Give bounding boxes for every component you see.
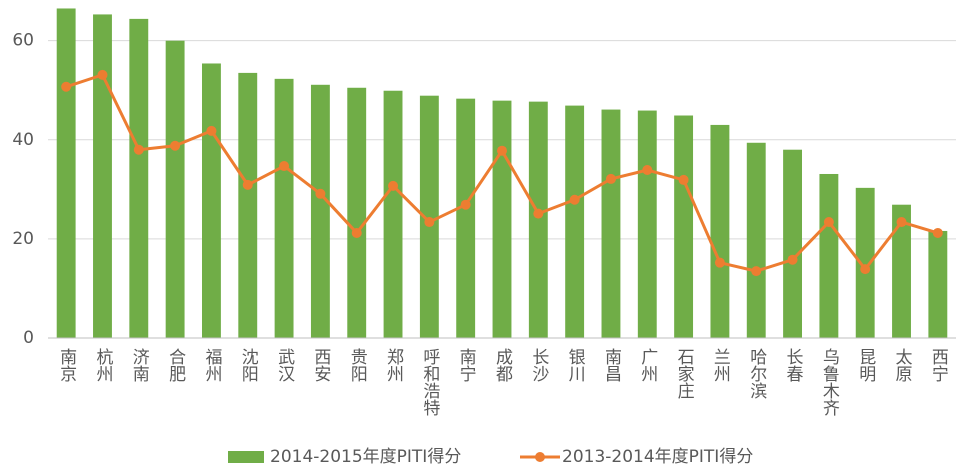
bar (383, 90, 403, 338)
x-tick-label: 贵阳 (347, 348, 368, 382)
bar (129, 18, 149, 339)
x-tick-label: 杭州 (92, 348, 113, 382)
bar (274, 78, 294, 338)
line-point (860, 264, 871, 275)
bar (419, 95, 439, 339)
bar (93, 14, 112, 338)
bar (347, 87, 367, 338)
line-point (279, 161, 290, 172)
x-tick-label: 哈尔滨 (746, 348, 767, 399)
x-tick-label: 广州 (637, 348, 658, 382)
bar (783, 149, 803, 338)
line-point (424, 217, 435, 228)
bar (637, 110, 657, 338)
line-point (751, 266, 762, 277)
x-tick-label: 南京 (56, 348, 77, 383)
x-tick-label: 乌鲁木齐 (819, 348, 840, 416)
line-point (61, 81, 72, 92)
y-tick-label: 60 (12, 31, 34, 51)
line-point (388, 180, 399, 191)
x-tick-label: 西安 (310, 348, 330, 382)
x-tick-label: 南宁 (456, 348, 476, 382)
line-point (97, 69, 108, 80)
bar (855, 187, 875, 338)
y-tick-label: 0 (23, 328, 34, 348)
bar (528, 101, 548, 338)
bar (201, 63, 221, 339)
bar (56, 8, 76, 339)
line-point (569, 194, 580, 205)
x-tick-label: 沈阳 (238, 348, 259, 382)
bar (710, 124, 730, 338)
x-tick-label: 南昌 (601, 348, 621, 382)
legend-marker (535, 452, 545, 462)
x-tick-label: 昆明 (855, 348, 875, 383)
line-point (787, 254, 798, 265)
x-tick-label: 呼和浩特 (419, 348, 440, 416)
x-tick-label: 西宁 (928, 348, 948, 382)
x-tick-label: 太原 (892, 348, 913, 382)
bar (492, 100, 512, 338)
x-tick-label: 合肥 (165, 348, 186, 382)
bar (165, 40, 185, 339)
line-point (315, 188, 326, 199)
x-tick-label: 成都 (492, 348, 513, 382)
bar (674, 115, 694, 339)
line-point (460, 199, 471, 210)
line-point (170, 140, 181, 151)
line-point (932, 227, 943, 238)
line-point (206, 125, 217, 136)
line-point (823, 217, 834, 228)
x-tick-label: 长沙 (528, 348, 549, 382)
x-tick-label: 郑州 (383, 348, 404, 382)
line-point (896, 217, 907, 228)
x-tick-label: 银川 (565, 348, 586, 382)
bar (819, 173, 839, 338)
bar (238, 72, 258, 339)
line-point (605, 173, 616, 184)
legend-label: 2013-2014年度PITI得分 (562, 447, 753, 466)
bar (310, 84, 330, 339)
line-point (533, 208, 544, 219)
x-tick-label: 武汉 (274, 348, 295, 382)
x-tick-label: 福州 (201, 348, 222, 382)
bar (928, 230, 948, 338)
line-point (642, 165, 653, 176)
x-tick-label: 兰州 (710, 348, 731, 382)
line-point (497, 145, 507, 156)
y-tick-label: 20 (12, 229, 34, 249)
line-point (714, 257, 725, 268)
x-tick-label: 济南 (129, 348, 150, 382)
line-point (351, 227, 362, 238)
line-point (242, 179, 253, 190)
bar (565, 105, 585, 338)
bar (892, 204, 911, 338)
x-tick-label: 石家庄 (674, 348, 695, 399)
y-tick-label: 40 (12, 130, 34, 150)
x-tick-label: 长春 (783, 348, 804, 382)
bar (456, 98, 476, 338)
line-point (678, 174, 689, 185)
bar (746, 142, 766, 338)
legend-label: 2014-2015年度PITI得分 (270, 447, 461, 466)
line-point (133, 144, 144, 155)
bar (601, 109, 621, 338)
legend-swatch (228, 451, 264, 463)
